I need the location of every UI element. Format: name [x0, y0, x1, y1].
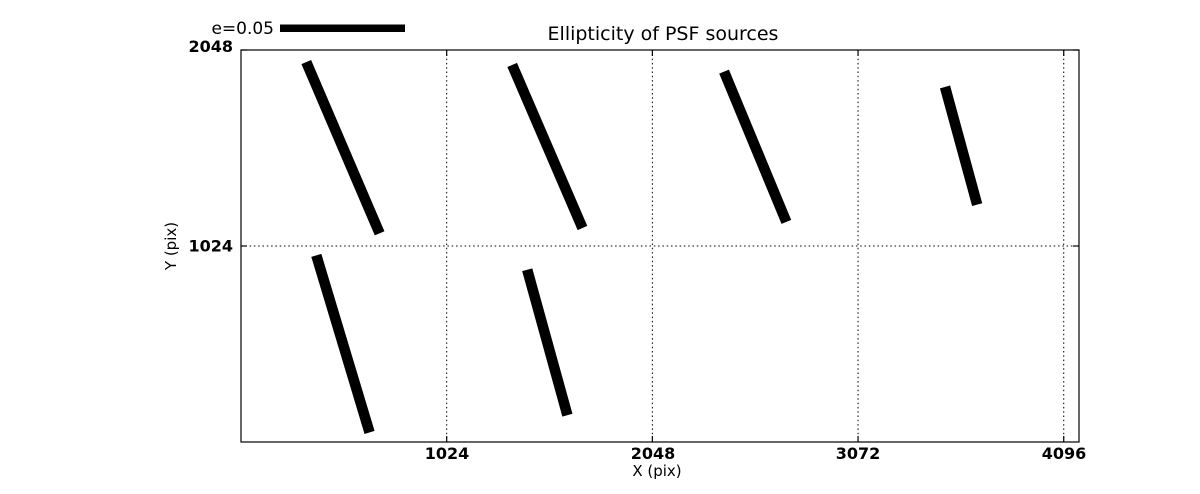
- whisker-segment: [522, 268, 573, 417]
- y-tick-label: 1024: [188, 237, 233, 256]
- x-tick-label: 3072: [836, 444, 881, 463]
- plot-title: Ellipticity of PSF sources: [548, 23, 779, 45]
- whisker-segment: [301, 59, 385, 236]
- legend-swatch: [280, 24, 405, 32]
- y-axis-label: Y (pix): [162, 222, 180, 271]
- x-tick-label: 2048: [631, 444, 676, 463]
- whisker-segment: [719, 69, 792, 224]
- x-tick-label: 4096: [1042, 444, 1087, 463]
- y-tick-label: 2048: [188, 37, 233, 56]
- x-tick-label: 1024: [425, 444, 470, 463]
- whisker-segment: [507, 62, 588, 231]
- whisker-segment: [311, 253, 375, 434]
- whisker-series: [301, 59, 983, 434]
- x-axis-label: X (pix): [632, 462, 681, 480]
- plot-frame: [240, 49, 1080, 443]
- legend-label: e=0.05: [211, 19, 274, 39]
- gridlines: [241, 49, 1079, 442]
- whisker-segment: [939, 85, 983, 207]
